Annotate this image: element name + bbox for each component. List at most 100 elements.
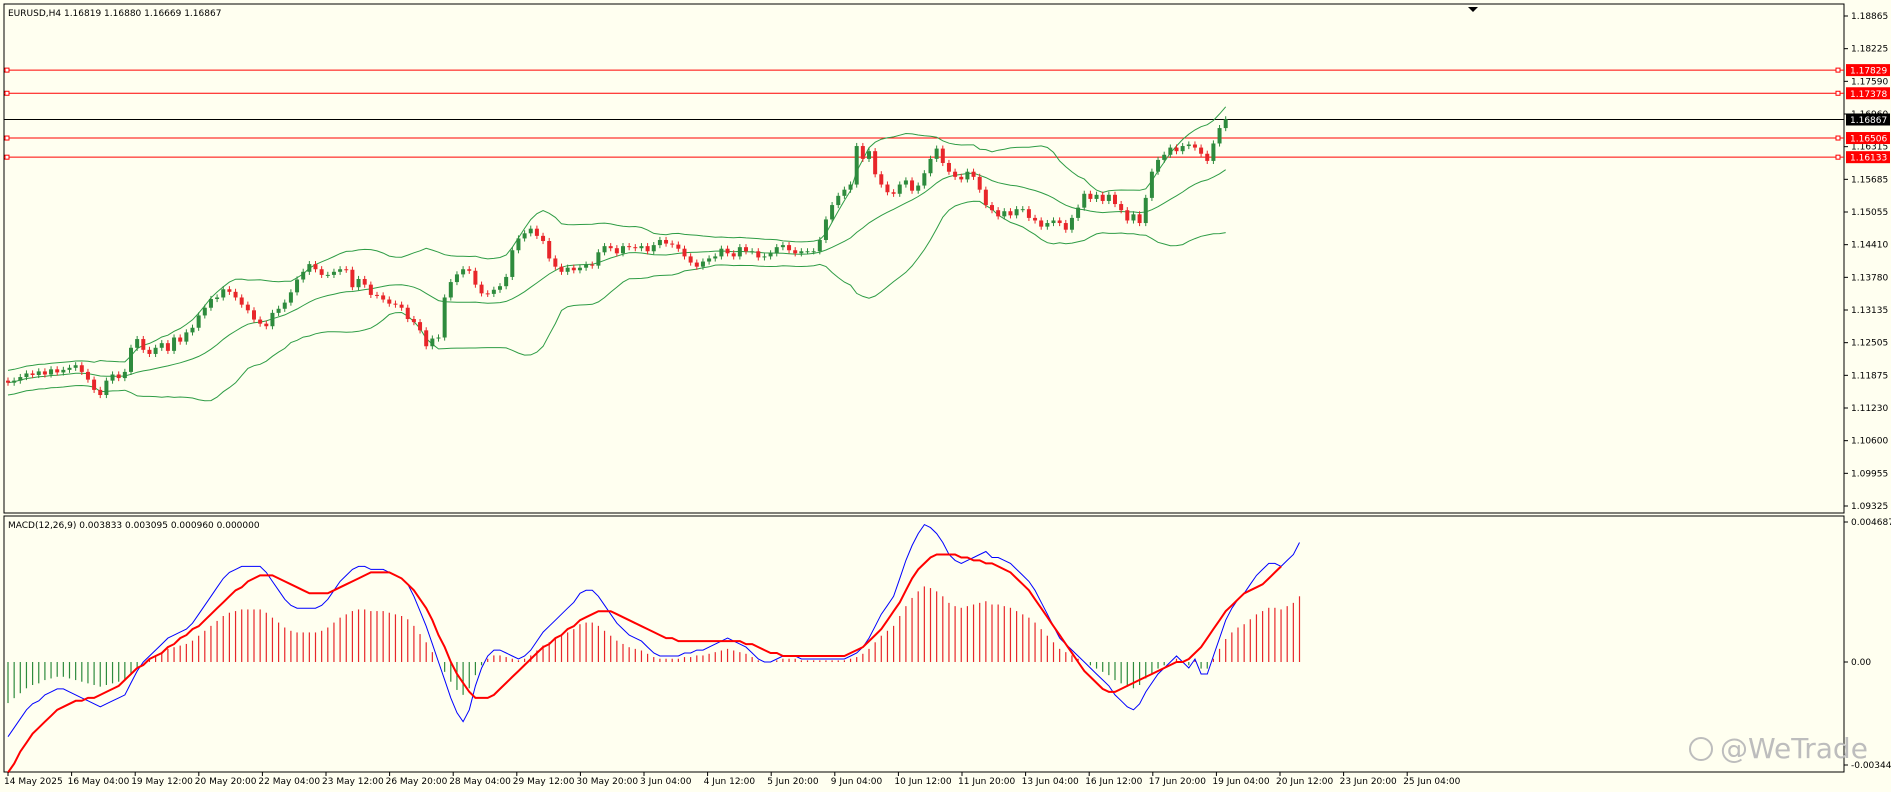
candle-body <box>1045 223 1050 227</box>
candle-body <box>928 158 933 174</box>
candle-body <box>411 319 416 323</box>
candle-body <box>221 289 226 298</box>
candle-body <box>1051 220 1056 224</box>
level-price-label: 1.16506 <box>1850 135 1887 145</box>
candle-body <box>381 295 386 300</box>
macd-histogram <box>7 586 1301 704</box>
candle-body <box>1186 144 1191 147</box>
shift-arrow-icon[interactable] <box>1468 7 1478 12</box>
candle-body <box>491 289 496 294</box>
candle-body <box>67 367 72 370</box>
candle-body <box>202 307 207 316</box>
candlesticks <box>6 116 1228 399</box>
candle-body <box>860 146 865 159</box>
level-price-label: 1.17829 <box>1850 67 1887 77</box>
level-anchor-handle[interactable] <box>4 135 10 141</box>
candle-body <box>971 171 976 177</box>
candle-body <box>602 246 607 253</box>
level-price-label-box <box>1846 64 1890 77</box>
price-tick-label: 1.09955 <box>1851 469 1888 479</box>
candle-body <box>1014 209 1019 216</box>
candle-body <box>307 264 312 272</box>
candle-body <box>879 174 884 185</box>
candle-body <box>135 339 140 348</box>
price-tick-label: 1.12505 <box>1851 339 1888 349</box>
candle-body <box>301 271 306 280</box>
candle-body <box>510 250 515 277</box>
candle-body <box>731 253 736 257</box>
candle-body <box>1076 207 1081 218</box>
candle-body <box>534 228 539 236</box>
candle-body <box>676 244 681 249</box>
time-tick-label: 10 Jun 12:00 <box>894 777 951 787</box>
candle-body <box>670 243 675 245</box>
macd-header: MACD(12,26,9) 0.003833 0.003095 0.000960… <box>8 521 260 531</box>
candle-body <box>442 297 447 338</box>
candle-body <box>331 271 336 275</box>
price-pane[interactable]: EURUSD,H4 1.16819 1.16880 1.16669 1.1686… <box>3 3 1845 514</box>
candle-body <box>172 337 177 351</box>
candle-body <box>1039 220 1044 227</box>
candle-body <box>6 380 10 383</box>
level-anchor-handle[interactable] <box>1835 135 1841 141</box>
candle-body <box>528 228 533 234</box>
candle-body <box>42 371 47 375</box>
candle-body <box>996 210 1001 217</box>
level-anchor-handle[interactable] <box>1835 90 1841 96</box>
candle-body <box>688 256 693 263</box>
candle-body <box>141 339 146 350</box>
price-tick-label: 1.16315 <box>1851 143 1888 153</box>
candle-body <box>288 292 293 303</box>
candle-body <box>12 380 17 383</box>
candle-body <box>750 251 755 253</box>
candle-body <box>590 264 595 266</box>
candle-body <box>1162 154 1167 160</box>
candle-body <box>1180 146 1185 152</box>
candle-body <box>584 264 589 268</box>
time-tick-label: 22 May 04:00 <box>258 777 320 787</box>
candle-body <box>645 246 650 252</box>
candle-body <box>436 337 441 339</box>
candle-body <box>522 233 527 239</box>
macd-pane[interactable]: MACD(12,26,9) 0.003833 0.003095 0.000960… <box>3 515 1845 774</box>
candle-body <box>793 250 798 254</box>
candle-body <box>780 245 785 248</box>
macd-tick-label: 0.00 <box>1851 658 1871 668</box>
candle-body <box>30 373 35 375</box>
candle-body <box>1026 209 1031 218</box>
candle-body <box>264 323 269 327</box>
level-anchor-handle[interactable] <box>4 90 10 96</box>
candle-body <box>49 369 54 375</box>
wetrade-logo-icon <box>1689 737 1713 761</box>
candle-body <box>836 195 841 206</box>
candle-body <box>1033 217 1038 221</box>
candle-body <box>1211 143 1216 161</box>
candle-body <box>430 338 435 347</box>
candle-body <box>842 189 847 196</box>
candle-body <box>657 239 662 246</box>
level-anchor-handle[interactable] <box>4 154 10 160</box>
level-anchor-handle[interactable] <box>1835 67 1841 73</box>
candle-body <box>805 251 810 253</box>
level-anchor-handle[interactable] <box>4 67 10 73</box>
candle-body <box>608 246 613 249</box>
candle-body <box>147 349 152 354</box>
current-price-label-box <box>1846 113 1890 126</box>
candle-body <box>1088 193 1093 199</box>
macd-axis: 0.004687 0.00 -0.003448 <box>1844 518 1891 771</box>
candle-body <box>1174 147 1179 152</box>
candle-body <box>104 380 109 396</box>
candle-body <box>227 289 232 292</box>
price-tick-label: 1.17590 <box>1851 77 1888 87</box>
price-axis: 1.188651.182251.175901.169601.163151.156… <box>1844 12 1890 512</box>
candle-body <box>768 253 773 257</box>
time-axis: 14 May 2025 16 May 04:00 19 May 12:00 20 Ma… <box>4 772 1461 787</box>
candle-body <box>694 262 699 267</box>
level-price-label-box <box>1846 132 1890 145</box>
candle-body <box>79 365 84 372</box>
level-anchor-handle[interactable] <box>1835 154 1841 160</box>
candle-body <box>756 251 761 258</box>
candle-body <box>498 286 502 290</box>
